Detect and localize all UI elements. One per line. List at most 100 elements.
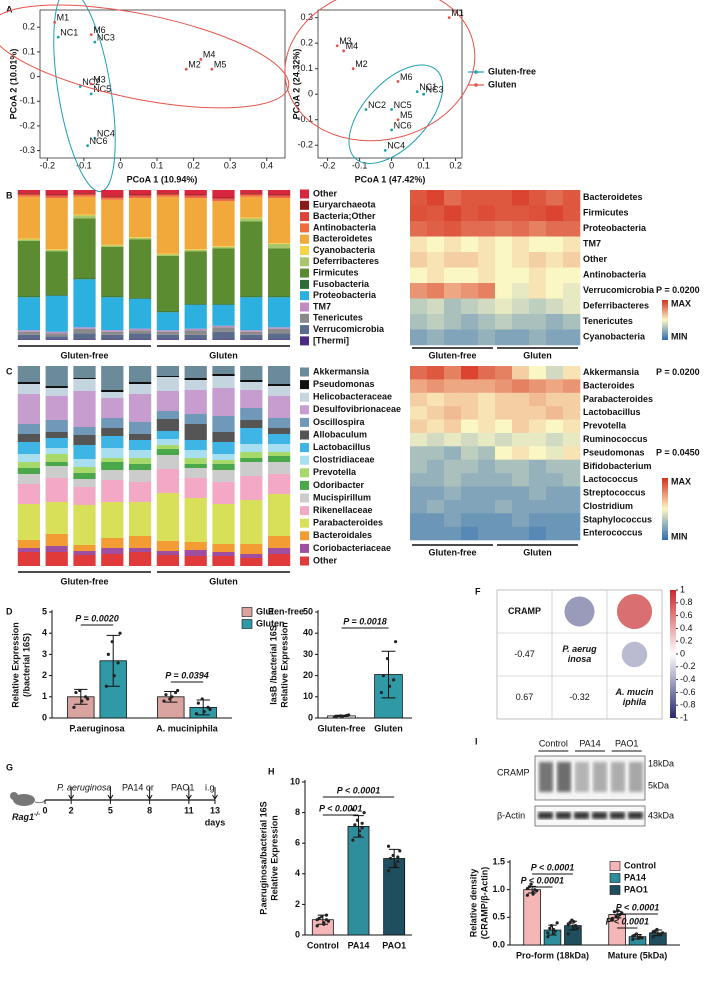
heatmap-cell [512, 513, 530, 527]
heatmap-cell [410, 473, 428, 487]
bar-segment [184, 414, 207, 424]
bar-segment [101, 331, 124, 335]
bar-segment [101, 245, 124, 247]
legend-label: Mucispirillum [313, 492, 371, 502]
bar-segment [45, 295, 68, 332]
bar-segment [128, 394, 152, 422]
bar-segment [45, 448, 68, 454]
heatmap-cell [495, 329, 513, 346]
blot-band [592, 812, 607, 819]
bar-segment [73, 467, 96, 473]
x-tick-label: 0.3 [224, 160, 237, 170]
heatmap-cell [427, 513, 445, 527]
point-label: M1 [451, 8, 464, 18]
heatmap-cell [427, 499, 445, 514]
bar-segment [267, 196, 291, 199]
bar-segment [156, 254, 180, 256]
bar-segment [156, 541, 180, 551]
heatmap-cell [478, 459, 496, 474]
bar-segment [156, 339, 180, 340]
legend-swatch [300, 302, 309, 312]
legend-swatch [300, 189, 309, 199]
row-label: Bacteroidetes [583, 192, 643, 202]
bar-segment [267, 243, 291, 244]
p-value: P = 0.0020 [75, 613, 118, 623]
data-point [315, 924, 319, 928]
x-tick-label: Gluten [374, 723, 403, 733]
bar-segment [73, 195, 96, 197]
data-point [387, 684, 392, 688]
bar-segment [156, 193, 180, 196]
legend-swatch [300, 455, 309, 465]
heatmap-cell [512, 298, 530, 315]
blot-row-label: CRAMP [497, 767, 530, 777]
treatment-label: PAO1 [171, 782, 194, 792]
x-tick-label: 0 [118, 160, 123, 170]
data-point [616, 909, 620, 913]
legend-label: Parabacteroides [313, 518, 383, 528]
heatmap-cell [444, 298, 462, 315]
bar-segment [184, 249, 207, 250]
heatmap-cell [563, 329, 581, 346]
treatment-label: P. aeruginosa [57, 782, 111, 792]
y-tick-label: -0.3 [19, 145, 35, 155]
bar-segment [101, 366, 124, 390]
legend-swatch [609, 885, 621, 895]
variable-label: A. mucin [614, 687, 654, 697]
bar-segment [73, 279, 96, 328]
bar-segment [101, 199, 124, 245]
heatmap-cell [461, 473, 479, 487]
bar-segment [156, 312, 180, 331]
bar-segment [17, 468, 41, 474]
p-value: P = 0.0450 [656, 447, 700, 457]
data-point [394, 640, 398, 644]
legend-swatch [300, 268, 309, 278]
heatmap-cell [427, 392, 445, 407]
bar-segment [45, 396, 68, 420]
heatmap-cell [478, 205, 496, 222]
data-point [549, 924, 554, 928]
point-label: NC2 [368, 100, 386, 110]
bar-segment [128, 333, 152, 340]
point [351, 67, 355, 71]
heatmap-cell [444, 379, 462, 394]
data-point [381, 674, 385, 678]
colorbar-tick-label: -0.8 [680, 700, 696, 710]
legend-label: Gluten [488, 79, 517, 89]
point-label: M6 [400, 72, 413, 82]
heatmap-cell [410, 366, 428, 380]
heatmap-cell [461, 392, 479, 407]
bar-segment [128, 548, 152, 552]
heatmap-cell [444, 314, 462, 330]
x-tick-label: A. muciniphila [156, 723, 219, 733]
heatmap-cell [563, 205, 581, 222]
heatmap-cell [444, 486, 462, 501]
panel-letter: D [6, 606, 13, 616]
heatmap-cell [461, 499, 479, 514]
bar-segment [101, 390, 124, 392]
lane-label: PA14 [579, 738, 600, 748]
heatmap-cell [427, 314, 445, 330]
bar-segment [45, 454, 68, 462]
point [390, 128, 393, 132]
heatmap-cell [410, 486, 428, 501]
y-tick-label: 1 [42, 691, 47, 701]
colorbar-tick-label: 1 [680, 584, 685, 594]
legend-swatch [300, 291, 309, 301]
heatmap-cell [512, 205, 530, 222]
bar-segment [156, 493, 180, 541]
data-point [634, 932, 639, 936]
legend-swatch [300, 279, 309, 289]
legend-swatch [300, 405, 309, 415]
bar-segment [101, 334, 124, 340]
x-tick-label: 0.2 [187, 160, 200, 170]
row-label: Bacteroides [583, 380, 635, 390]
group-label: Gluten-free [60, 576, 108, 586]
data-point [357, 829, 362, 833]
heatmap-cell [563, 392, 581, 407]
point-label: NC4 [387, 141, 405, 151]
bar-segment [17, 424, 41, 434]
y-axis-label: PCoA 2 (24.32%) [291, 49, 301, 120]
bar-segment [17, 241, 41, 297]
heatmap-cell [444, 236, 462, 253]
